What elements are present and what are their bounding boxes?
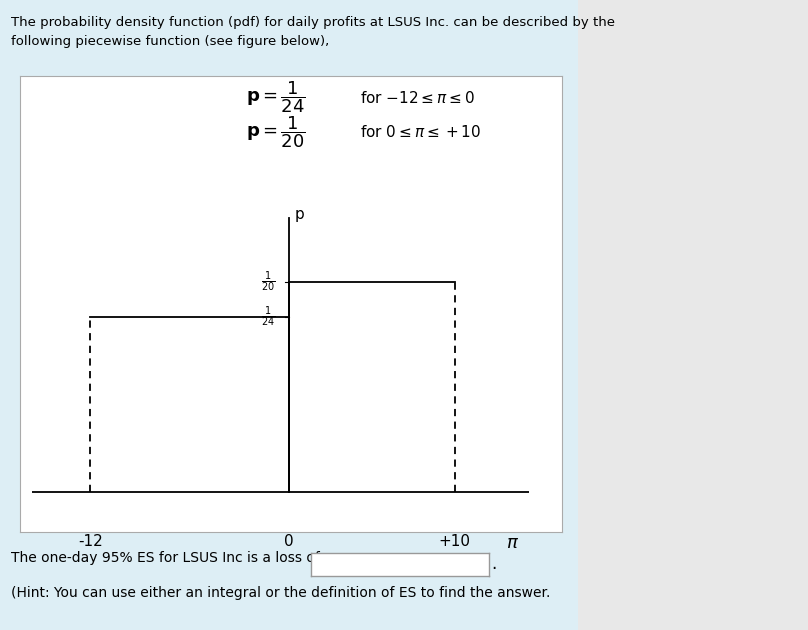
Text: The one-day 95% ES for LSUS Inc is a loss of: The one-day 95% ES for LSUS Inc is a los…	[11, 551, 319, 565]
Text: (Hint: You can use either an integral or the definition of ES to find the answer: (Hint: You can use either an integral or…	[11, 586, 550, 600]
Text: $\frac{1}{24}$: $\frac{1}{24}$	[262, 305, 276, 329]
Text: The probability density function (pdf) for daily profits at LSUS Inc. can be des: The probability density function (pdf) f…	[11, 16, 615, 29]
Text: $\mathbf{p} = \dfrac{1}{20}$: $\mathbf{p} = \dfrac{1}{20}$	[246, 115, 306, 150]
Text: for $-12 \leq \pi \leq 0$: for $-12 \leq \pi \leq 0$	[360, 89, 475, 106]
Text: 0: 0	[284, 534, 294, 549]
Text: $\pi$: $\pi$	[506, 534, 520, 553]
Text: $\frac{1}{20}$: $\frac{1}{20}$	[262, 270, 276, 294]
Text: $\mathbf{p} = \dfrac{1}{24}$: $\mathbf{p} = \dfrac{1}{24}$	[246, 80, 306, 115]
Text: for $0 \leq \pi \leq +10$: for $0 \leq \pi \leq +10$	[360, 124, 481, 140]
Text: .: .	[491, 556, 496, 573]
Text: following piecewise function (see figure below),: following piecewise function (see figure…	[11, 35, 329, 48]
Text: p: p	[295, 207, 305, 222]
Text: -12: -12	[78, 534, 103, 549]
Text: +10: +10	[439, 534, 471, 549]
